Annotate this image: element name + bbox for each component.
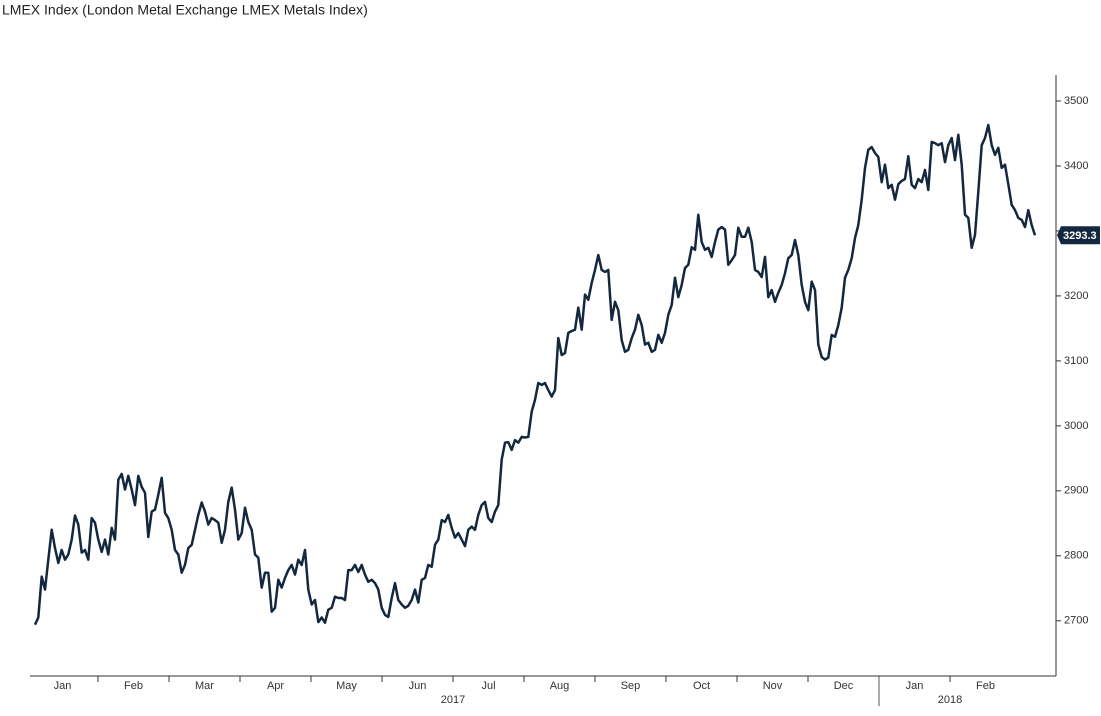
x-tick-label: Jan bbox=[906, 680, 924, 692]
y-tick-label: 3100 bbox=[1064, 355, 1088, 367]
y-tick-label: 2800 bbox=[1064, 550, 1088, 562]
x-tick-label: Nov bbox=[763, 680, 783, 692]
price-line bbox=[33, 123, 1037, 626]
x-tick-label: Jun bbox=[409, 680, 427, 692]
y-tick-label: 3500 bbox=[1064, 95, 1088, 107]
year-label: 2018 bbox=[938, 694, 962, 706]
y-tick-label: 3400 bbox=[1064, 160, 1088, 172]
x-tick-label: Dec bbox=[834, 680, 854, 692]
x-tick-label: Jan bbox=[54, 680, 72, 692]
y-tick-label: 3200 bbox=[1064, 290, 1088, 302]
x-tick-label: Aug bbox=[550, 680, 570, 692]
last-value-label: 3293.3 bbox=[1063, 230, 1097, 242]
x-tick-label: Feb bbox=[976, 680, 995, 692]
x-tick-label: May bbox=[336, 680, 357, 692]
chart-title: LMEX Index (London Metal Exchange LMEX M… bbox=[2, 2, 368, 18]
year-label: 2017 bbox=[441, 694, 465, 706]
y-tick-label: 3000 bbox=[1064, 420, 1088, 432]
x-tick-label: Mar bbox=[195, 680, 214, 692]
last-value-box bbox=[1057, 226, 1100, 245]
x-tick-label: Oct bbox=[693, 680, 710, 692]
x-tick-label: Sep bbox=[621, 680, 641, 692]
y-tick-label: 2900 bbox=[1064, 485, 1088, 497]
x-tick-label: Apr bbox=[267, 680, 284, 692]
y-tick-label: 2700 bbox=[1064, 615, 1088, 627]
x-tick-label: Feb bbox=[124, 680, 143, 692]
x-tick-label: Jul bbox=[481, 680, 495, 692]
